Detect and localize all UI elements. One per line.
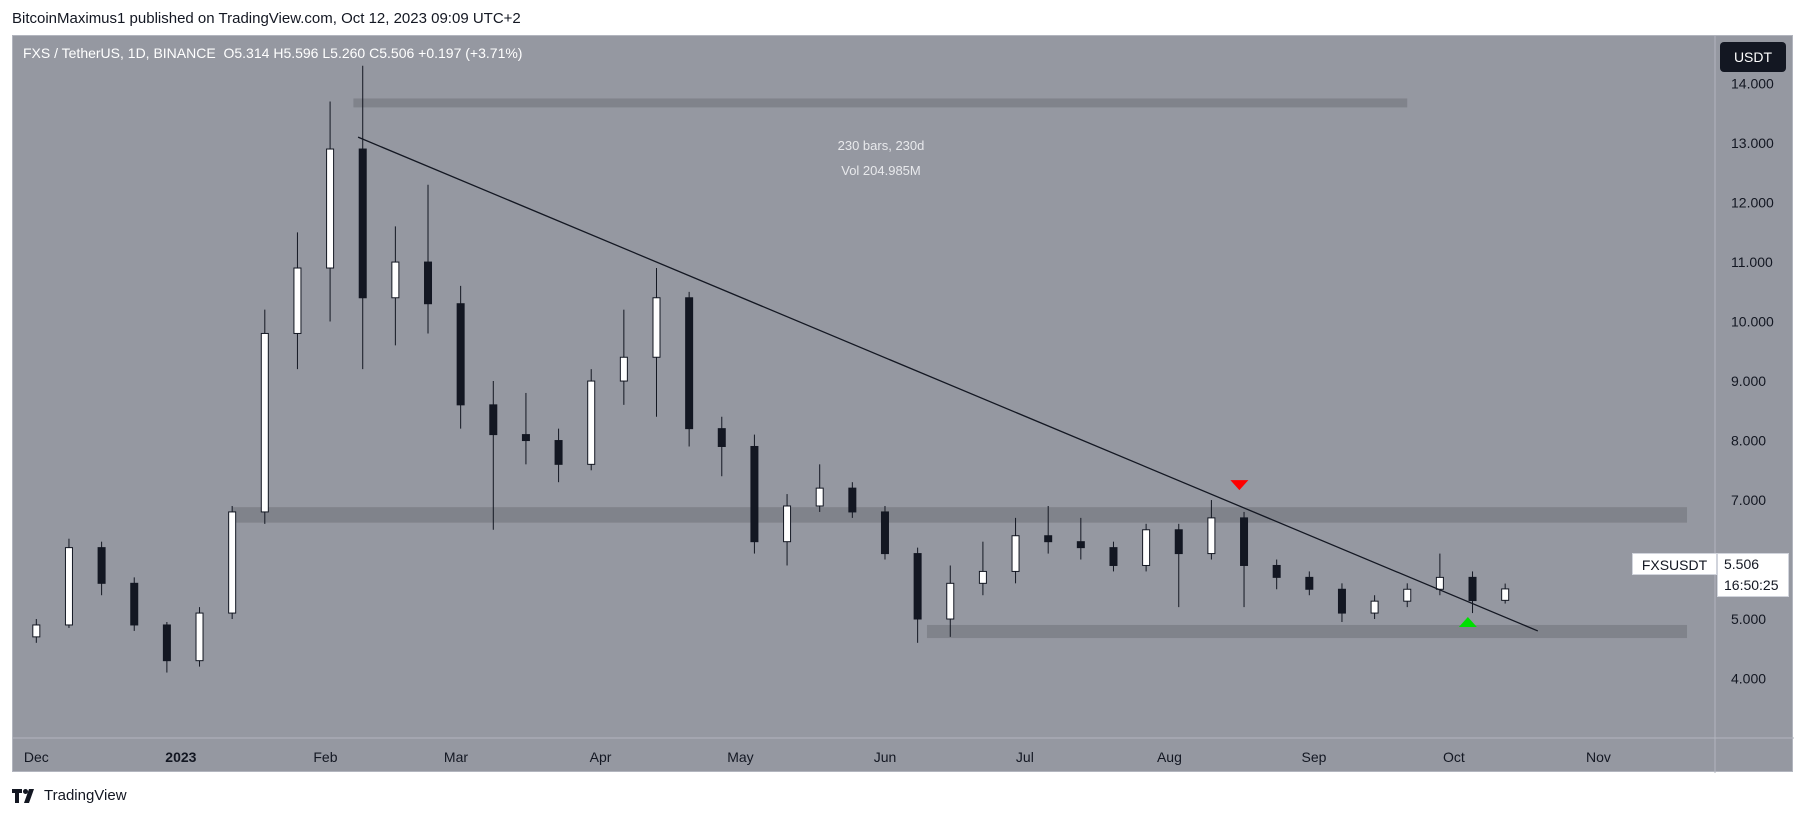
price-tick-label: 12.000 xyxy=(1731,195,1774,211)
candle-body xyxy=(587,380,596,465)
time-tick-label: Nov xyxy=(1586,749,1611,765)
top-zone xyxy=(353,98,1408,108)
price-tick-label: 4.000 xyxy=(1731,671,1766,687)
candle-body xyxy=(489,404,498,436)
price-tick-label: 10.000 xyxy=(1731,314,1774,330)
candle-body xyxy=(1044,535,1053,543)
legend-high-value: 5.596 xyxy=(283,45,319,61)
candle-body xyxy=(1435,576,1444,590)
candle-body xyxy=(326,148,335,269)
candle-body xyxy=(1305,576,1314,590)
measure-volume-label: Vol 204.985M xyxy=(841,163,921,178)
buy-marker-icon xyxy=(1458,616,1477,627)
legend-open-label: O xyxy=(223,45,235,61)
candle-body xyxy=(880,511,889,555)
candle-body xyxy=(1011,535,1020,572)
mid-zone xyxy=(232,507,1688,523)
descending-trendline xyxy=(357,136,1539,632)
legend-open-value: 5.314 xyxy=(234,45,270,61)
time-tick-label: Oct xyxy=(1443,749,1465,765)
time-tick-label: Mar xyxy=(444,749,468,765)
time-tick-label: May xyxy=(727,749,753,765)
candle-body xyxy=(391,261,400,299)
time-tick-label: Sep xyxy=(1302,749,1327,765)
last-price-value: 5.506 xyxy=(1724,556,1760,572)
footer-brand: TradingView xyxy=(44,787,127,804)
legend-close-value: 5.506 xyxy=(379,45,415,61)
candle-body xyxy=(260,332,269,513)
candle-body xyxy=(619,356,628,382)
price-tick-label: 5.000 xyxy=(1731,611,1766,627)
price-tick-label: 14.000 xyxy=(1731,76,1774,92)
last-price-symbol-tag: FXSUSDT xyxy=(1632,553,1717,575)
time-tick-label: Jun xyxy=(874,749,897,765)
time-tick-label: 2023 xyxy=(165,749,196,765)
candle-body xyxy=(1076,541,1085,549)
candle-body xyxy=(293,267,302,334)
candle-body xyxy=(195,612,204,662)
time-tick-label: Dec xyxy=(24,749,49,765)
price-tick-label: 9.000 xyxy=(1731,373,1766,389)
candle-body xyxy=(1207,517,1216,555)
time-tick-label: Apr xyxy=(590,749,612,765)
candle-body xyxy=(1109,547,1118,566)
time-tick-label: Feb xyxy=(313,749,337,765)
candle-body xyxy=(358,148,367,299)
candle-body xyxy=(97,547,106,584)
candle-body xyxy=(750,445,759,543)
candle-body xyxy=(717,428,726,447)
candle-body xyxy=(521,434,530,442)
candle-body xyxy=(1468,576,1477,602)
candle-body xyxy=(424,261,433,305)
legend-low-value: 5.260 xyxy=(330,45,366,61)
sell-marker-icon xyxy=(1230,480,1249,491)
candle-body xyxy=(1501,588,1510,601)
candle-body xyxy=(815,487,824,507)
candle-body xyxy=(946,582,955,620)
candle-body xyxy=(913,553,922,620)
candle-body xyxy=(554,440,563,465)
measure-bars-label: 230 bars, 230d xyxy=(838,138,925,153)
legend-high-label: H xyxy=(273,45,284,61)
candle-body xyxy=(1142,529,1151,566)
publisher-line: BitcoinMaximus1 published on TradingView… xyxy=(12,10,521,27)
candle-body xyxy=(848,487,857,513)
candle-body xyxy=(228,511,237,614)
legend-close-label: C xyxy=(369,45,380,61)
candle-body xyxy=(1272,564,1281,578)
time-tick-label: Jul xyxy=(1016,749,1034,765)
candle-body xyxy=(130,582,139,626)
bar-countdown: 16:50:25 xyxy=(1724,577,1779,593)
candle-body xyxy=(1337,588,1346,614)
candle-body xyxy=(1240,517,1249,566)
candle-body xyxy=(64,547,73,626)
price-tick-label: 13.000 xyxy=(1731,135,1774,151)
candle-body xyxy=(1370,600,1379,614)
legend-low-label: L xyxy=(322,45,331,61)
price-tick-label: 8.000 xyxy=(1731,433,1766,449)
candle-body xyxy=(783,505,792,543)
price-tick-label: 11.000 xyxy=(1731,254,1773,270)
candle-body xyxy=(1403,588,1412,602)
support-zone xyxy=(926,624,1688,639)
legend-symbol[interactable]: FXS / TetherUS, 1D, BINANCE xyxy=(23,45,216,61)
candle-body xyxy=(456,303,465,406)
legend-change: +0.197 (+3.71%) xyxy=(418,45,523,61)
candle-body xyxy=(652,297,661,358)
candle-body xyxy=(978,570,987,584)
time-tick-label: Aug xyxy=(1157,749,1182,765)
last-price-tag: 5.506 16:50:25 xyxy=(1717,553,1789,597)
ohlc-legend: FXS / TetherUS, 1D, BINANCE O5.314 H5.59… xyxy=(23,45,522,61)
candle-body xyxy=(685,297,694,430)
candle-body xyxy=(1174,529,1183,555)
currency-button[interactable]: USDT xyxy=(1720,42,1786,72)
tradingview-footer[interactable]: TradingView xyxy=(12,787,127,804)
price-tick-label: 7.000 xyxy=(1731,492,1766,508)
candle-body xyxy=(162,624,171,662)
candle-body xyxy=(32,624,41,638)
tradingview-logo-icon xyxy=(12,788,34,803)
